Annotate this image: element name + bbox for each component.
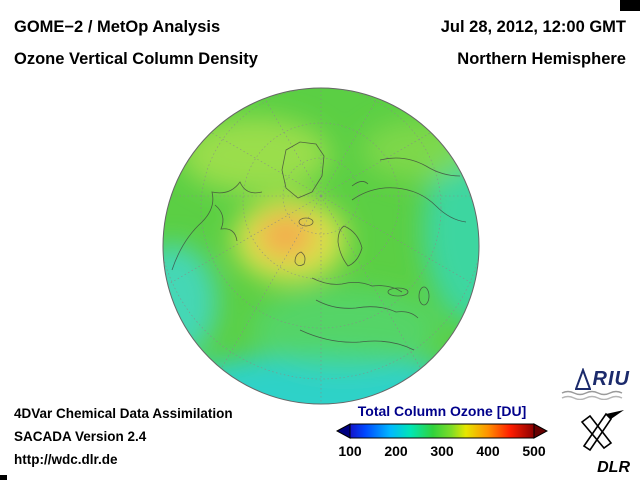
datetime-label: Jul 28, 2012, 12:00 GMT bbox=[440, 18, 626, 36]
tick-100: 100 bbox=[338, 443, 362, 459]
riu-logo-text: RIU bbox=[592, 368, 630, 390]
coastlines bbox=[171, 141, 467, 351]
dlr-logo: DLR bbox=[564, 408, 630, 477]
dlr-logo-text: DLR bbox=[597, 459, 630, 476]
riu-logo-waves-icon bbox=[561, 390, 623, 400]
tick-400: 400 bbox=[476, 443, 500, 459]
url-label: http://wdc.dlr.de bbox=[14, 452, 118, 467]
header-right: Jul 28, 2012, 12:00 GMT Northern Hemisph… bbox=[441, 11, 626, 75]
colorbar-left-arrow bbox=[336, 423, 351, 439]
colorbar-ticks: 100 200 300 400 500 bbox=[336, 443, 548, 459]
colorbar-right-arrow bbox=[533, 423, 548, 439]
title-instrument: GOME−2 / MetOp Analysis bbox=[14, 18, 221, 36]
tick-300: 300 bbox=[430, 443, 454, 459]
tick-500: 500 bbox=[522, 443, 546, 459]
riu-logo-icon bbox=[574, 368, 591, 390]
credits: 4DVar Chemical Data Assimilation SACADA … bbox=[14, 402, 233, 471]
title-product: Ozone Vertical Column Density bbox=[14, 50, 258, 68]
version-label: SACADA Version 2.4 bbox=[14, 429, 147, 444]
colorbar-title: Total Column Ozone [DU] bbox=[357, 403, 527, 419]
riu-logo: RIU bbox=[554, 368, 630, 400]
globe-limb bbox=[162, 87, 480, 405]
hemisphere-label: Northern Hemisphere bbox=[457, 50, 626, 68]
tick-200: 200 bbox=[384, 443, 408, 459]
colorbar: Total Column Ozone [DU] 100 200 300 400 … bbox=[336, 403, 548, 459]
header-left: GOME−2 / MetOp Analysis Ozone Vertical C… bbox=[14, 11, 258, 75]
colorbar-scale bbox=[336, 423, 548, 439]
corner-mark-bottom-left bbox=[0, 475, 7, 480]
assimilation-label: 4DVar Chemical Data Assimilation bbox=[14, 406, 233, 421]
dlr-logo-icon bbox=[580, 410, 624, 452]
corner-mark-top-right bbox=[620, 0, 640, 11]
colorbar-gradient-bar bbox=[349, 423, 535, 439]
